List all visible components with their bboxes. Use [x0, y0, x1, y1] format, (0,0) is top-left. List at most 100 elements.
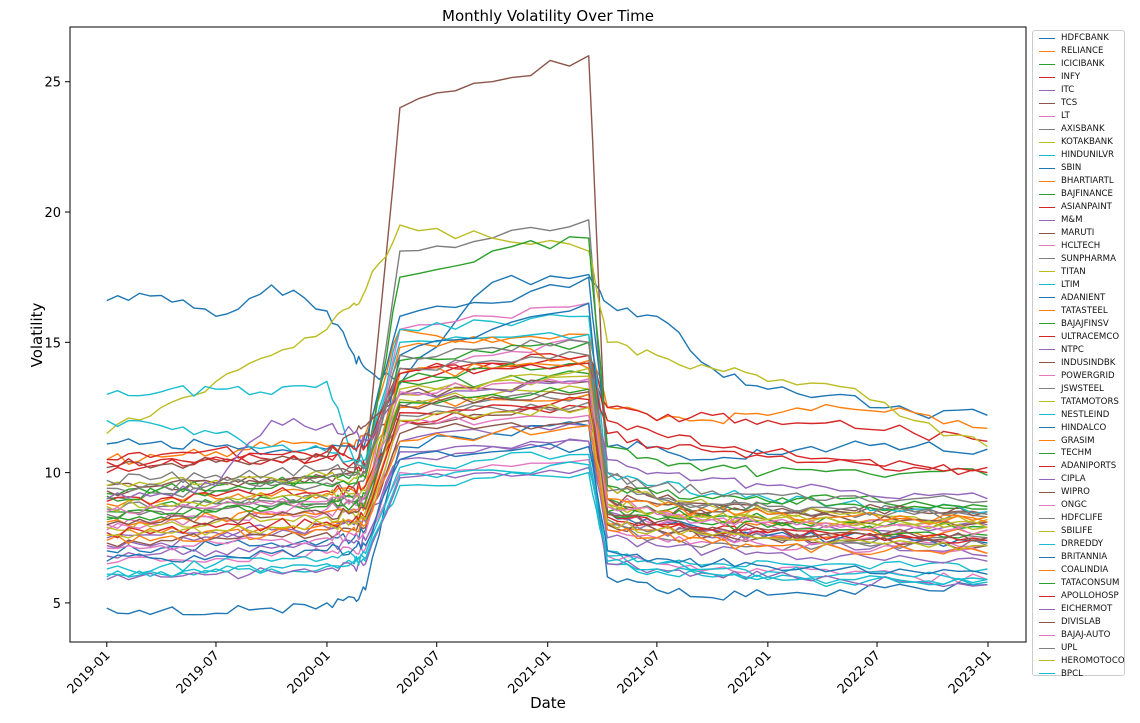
x-tick-label: 2019-07 [174, 648, 223, 697]
legend-swatch [1039, 465, 1055, 467]
legend-swatch [1039, 271, 1055, 273]
legend-label: SBIN [1061, 163, 1082, 174]
legend-swatch [1039, 556, 1055, 558]
legend-label: CIPLA [1061, 474, 1086, 485]
x-tick-label: 2022-01 [726, 648, 775, 697]
legend-label: WIPRO [1061, 487, 1090, 498]
legend-swatch [1039, 37, 1055, 39]
legend-label: BAJFINANCE [1061, 189, 1113, 200]
legend-item: UPL [1033, 642, 1124, 655]
y-tick-label: 20 [44, 206, 61, 221]
legend-item: ADANIPORTS [1033, 460, 1124, 473]
legend-swatch [1039, 375, 1055, 377]
legend-swatch [1039, 258, 1055, 260]
chart-legend: HDFCBANK RELIANCE ICICIBANK INFY ITC TCS LT AXI… [1032, 30, 1125, 679]
legend-swatch [1039, 530, 1055, 532]
legend-item: M&M [1033, 214, 1124, 227]
legend-item: BAJFINANCE [1033, 188, 1124, 201]
legend-swatch [1039, 76, 1055, 78]
legend-item: NTPC [1033, 343, 1124, 356]
series-line-wipro [106, 419, 988, 550]
legend-label: ONGC [1061, 500, 1087, 511]
legend-item: HINDALCO [1033, 421, 1124, 434]
legend-swatch [1039, 115, 1055, 117]
legend-swatch [1039, 582, 1055, 584]
legend-label: UPL [1061, 643, 1078, 654]
legend-item: POWERGRID [1033, 369, 1124, 382]
legend-swatch [1039, 336, 1055, 338]
legend-swatch [1039, 569, 1055, 571]
plot-area [106, 55, 988, 616]
legend-swatch [1039, 660, 1055, 662]
legend-label: BAJAJFINSV [1061, 318, 1109, 329]
legend-swatch [1039, 504, 1055, 506]
x-axis: 2019-01 2019-07 2020-01 2020-07 2021-01 2021-… [65, 642, 995, 697]
legend-swatch [1039, 180, 1055, 182]
legend-swatch [1039, 647, 1055, 649]
x-tick-label: 2020-01 [285, 648, 334, 697]
legend-label: BPCL [1061, 668, 1083, 679]
legend-label: ASIANPAINT [1061, 202, 1112, 213]
legend-swatch [1039, 297, 1055, 299]
legend-label: DRREDDY [1061, 539, 1104, 550]
legend-swatch [1039, 232, 1055, 234]
legend-swatch [1039, 491, 1055, 493]
legend-swatch [1039, 141, 1055, 143]
series-line-heromotoco [106, 403, 988, 551]
series-line-ongc [106, 414, 988, 555]
series-line-techm [106, 341, 988, 512]
legend-item: SUNPHARMA [1033, 252, 1124, 265]
y-tick-label: 10 [44, 467, 61, 482]
legend-label: HDFCLIFE [1061, 513, 1103, 524]
legend-item: AXISBANK [1033, 123, 1124, 136]
legend-swatch [1039, 206, 1055, 208]
legend-swatch [1039, 310, 1055, 312]
legend-item: BAJAJFINSV [1033, 317, 1124, 330]
legend-label: LT [1061, 111, 1070, 122]
series-line-bhartiartl [106, 336, 988, 527]
legend-item: BHARTIARTL [1033, 175, 1124, 188]
legend-label: EICHERMOT [1061, 604, 1113, 615]
chart-title: Monthly Volatility Over Time [442, 7, 654, 25]
legend-item: KOTAKBANK [1033, 136, 1124, 149]
legend-label: BRITANNIA [1061, 552, 1108, 563]
x-tick-label: 2023-01 [946, 648, 995, 697]
legend-item: COALINDIA [1033, 564, 1124, 577]
legend-item: TATACONSUM [1033, 577, 1124, 590]
series-line-bajfinance [106, 236, 988, 496]
x-tick-label: 2021-07 [615, 648, 664, 697]
legend-swatch [1039, 349, 1055, 351]
legend-label: SUNPHARMA [1061, 253, 1116, 264]
legend-item: INDUSINDBK [1033, 356, 1124, 369]
legend-item: BRITANNIA [1033, 551, 1124, 564]
legend-swatch [1039, 478, 1055, 480]
x-tick-label: 2021-01 [506, 648, 555, 697]
legend-swatch [1039, 89, 1055, 91]
series-line-bpcl [106, 461, 988, 586]
series-line-maruti [106, 406, 988, 524]
legend-swatch [1039, 414, 1055, 416]
legend-swatch [1039, 219, 1055, 221]
legend-label: TATACONSUM [1061, 578, 1120, 589]
plot-frame [69, 26, 1027, 643]
legend-item: WIPRO [1033, 486, 1124, 499]
legend-item: ADANIENT [1033, 291, 1124, 304]
legend-item: RELIANCE [1033, 45, 1124, 58]
legend-item: INFY [1033, 71, 1124, 84]
legend-label: HDFCBANK [1061, 33, 1109, 44]
legend-label: JSWSTEEL [1061, 383, 1104, 394]
legend-swatch [1039, 284, 1055, 286]
series-line-ntpc [106, 438, 988, 564]
legend-item: SBIN [1033, 162, 1124, 175]
series-line-sbilife [106, 375, 988, 531]
legend-item: ITC [1033, 84, 1124, 97]
y-axis: 5 10 15 20 25 [44, 76, 70, 612]
legend-label: AXISBANK [1061, 124, 1105, 135]
legend-item: DIVISLAB [1033, 616, 1124, 629]
legend-swatch [1039, 167, 1055, 169]
legend-label: GRASIM [1061, 435, 1095, 446]
y-tick-label: 5 [53, 597, 61, 612]
legend-label: HINDUNILVR [1061, 150, 1114, 161]
series-line-britannia [106, 443, 988, 575]
